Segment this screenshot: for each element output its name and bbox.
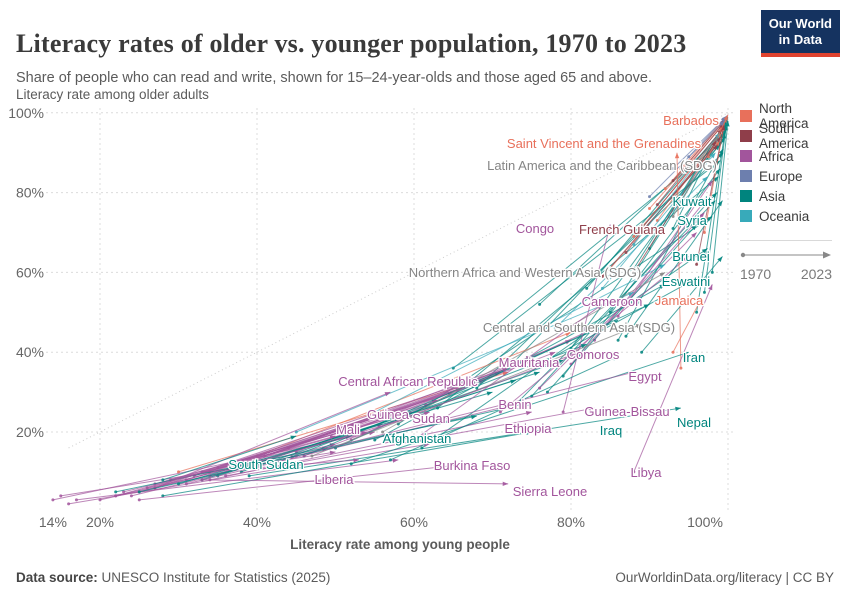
country-label-afghanistan: Afghanistan (383, 431, 452, 446)
svg-text:40%: 40% (243, 514, 271, 530)
country-label-guinea: Guinea (367, 407, 410, 422)
x-axis-title: Literacy rate among young people (290, 537, 510, 552)
legend-item-south-america[interactable]: South America (740, 121, 840, 151)
svg-text:60%: 60% (400, 514, 428, 530)
svg-text:80%: 80% (557, 514, 585, 530)
country-label-cameroon: Cameroon (582, 294, 643, 309)
timeline-start-year: 1970 (740, 266, 772, 282)
country-label-sudan: Sudan (412, 411, 450, 426)
country-label-kuwait: Kuwait (672, 194, 711, 209)
owid-logo-line1: Our World (768, 16, 832, 31)
country-label-mali: Mali (336, 422, 360, 437)
country-label-iraq: Iraq (600, 423, 622, 438)
country-label-sierra-leone: Sierra Leone (513, 484, 587, 499)
country-label-iran: Iran (683, 350, 705, 365)
country-labels: Barbados Saint Vincent and the Grenadines… (227, 112, 720, 501)
axis-tick-labels: 20% 40% 60% 80% 100% 14% 20% 40% 60% 80% 100% (8, 105, 723, 530)
legend-swatch-north-america (740, 110, 752, 122)
legend-item-asia[interactable]: Asia (740, 186, 840, 206)
data-source-note: Data source: UNESCO Institute for Statis… (16, 570, 330, 585)
legend-item-north-america[interactable]: North America (740, 101, 840, 131)
legend-label: Asia (759, 188, 786, 204)
legend-swatch-africa (740, 150, 752, 162)
legend-item-africa[interactable]: Africa (740, 146, 840, 166)
country-label-barbados: Barbados (663, 113, 719, 128)
timeline-arrow-icon (740, 251, 831, 259)
data-source-label: Data source: (16, 570, 98, 585)
owid-logo-line2: in Data (778, 31, 823, 47)
page-subtitle: Share of people who can read and write, … (16, 69, 653, 86)
page-title: Literacy rates of older vs. younger popu… (16, 29, 687, 59)
svg-text:40%: 40% (16, 344, 44, 360)
country-label-french-guiana: French Guiana (579, 222, 666, 237)
footer: Data source: UNESCO Institute for Statis… (16, 570, 834, 585)
country-label-benin: Benin (498, 397, 531, 412)
legend-label: Europe (759, 168, 803, 184)
country-arrows (51, 114, 730, 506)
country-label-south-sudan: South Sudan (228, 457, 303, 472)
legend-item-oceania[interactable]: Oceania (740, 206, 840, 226)
legend-item-europe[interactable]: Europe (740, 166, 840, 186)
legend-swatch-europe (740, 170, 752, 182)
legend: North America South America Africa Europ… (740, 101, 840, 282)
identity-line (68, 112, 729, 449)
timeline-end-year: 2023 (800, 266, 832, 282)
country-label-central-and-southern-asia-sdg-: Central and Southern Asia (SDG) (483, 320, 675, 335)
country-label-comoros: Comoros (567, 347, 620, 362)
data-source-text: UNESCO Institute for Statistics (2025) (97, 570, 331, 585)
country-label-egypt: Egypt (628, 369, 662, 384)
svg-text:80%: 80% (16, 185, 44, 201)
legend-label: Africa (759, 148, 794, 164)
country-label-brunei: Brunei (672, 249, 710, 264)
country-label-guinea-bissau: Guinea-Bissau (584, 404, 669, 419)
y-axis-title: Literacy rate among older adults (16, 87, 209, 102)
owid-logo[interactable]: Our World in Data (760, 10, 840, 58)
timeline-labels: 1970 2023 (740, 266, 832, 282)
country-label-latin-america-and-the-caribbean-sdg-: Latin America and the Caribbean (SDG) (487, 158, 717, 173)
svg-text:60%: 60% (16, 264, 44, 280)
svg-text:14%: 14% (39, 514, 67, 530)
country-label-jamaica: Jamaica (655, 293, 704, 308)
legend-swatch-south-america (740, 130, 752, 142)
country-label-mauritania: Mauritania (499, 355, 560, 370)
legend-label: Oceania (759, 208, 810, 224)
svg-text:20%: 20% (86, 514, 114, 530)
country-label-libya: Libya (630, 465, 662, 480)
legend-label: South America (759, 121, 809, 151)
country-label-congo: Congo (516, 221, 554, 236)
legend-swatch-asia (740, 190, 752, 202)
legend-divider (740, 240, 832, 241)
svg-text:100%: 100% (8, 105, 44, 121)
svg-text:20%: 20% (16, 424, 44, 440)
country-label-saint-vincent-and-the-grenadines: Saint Vincent and the Grenadines (507, 136, 702, 151)
country-label-northern-africa-and-western-asia-sdg-: Northern Africa and Western Asia (SDG) (409, 265, 641, 280)
country-label-syria: Syria (677, 213, 707, 228)
country-label-burkina-faso: Burkina Faso (434, 458, 511, 473)
svg-text:100%: 100% (687, 514, 723, 530)
country-label-ethiopia: Ethiopia (505, 421, 553, 436)
country-label-nepal: Nepal (677, 415, 711, 430)
country-label-liberia: Liberia (314, 472, 354, 487)
country-label-central-african-republic: Central African Republic (338, 374, 478, 389)
country-label-eswatini: Eswatini (662, 274, 711, 289)
legend-label: North America (759, 101, 809, 131)
owid-license-link[interactable]: OurWorldinData.org/literacy | CC BY (615, 570, 834, 585)
legend-swatch-oceania (740, 210, 752, 222)
